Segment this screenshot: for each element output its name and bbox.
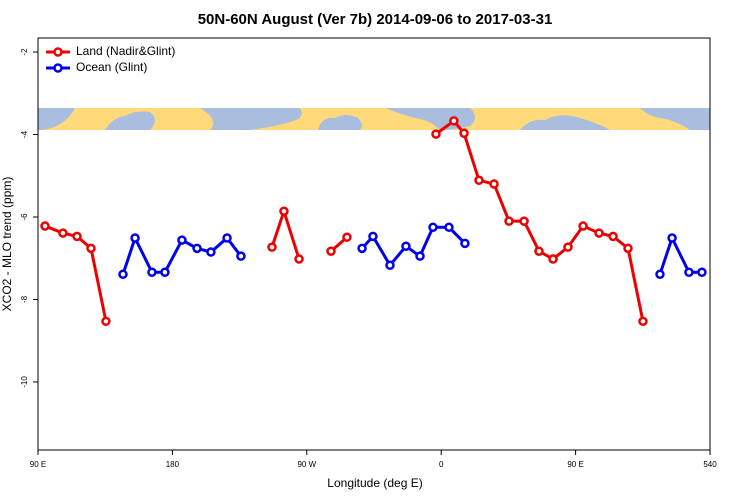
point [594,228,604,238]
map-strip [38,108,710,130]
y-tick-label: -10 [20,376,29,388]
point [697,267,707,278]
x-tick-label: 540 [703,460,717,469]
point [638,316,648,327]
point [326,246,336,256]
point [385,260,395,270]
x-tick-label: 0 [439,460,444,469]
point [474,175,484,186]
point [655,269,665,280]
point [460,238,470,249]
point [72,231,82,242]
x-tick-label: 90 E [30,460,46,469]
point [684,267,694,278]
point [294,254,304,264]
point [177,235,187,245]
point [489,179,499,189]
point [578,221,588,231]
point [130,233,140,243]
point [118,269,128,280]
point [444,222,454,233]
x-axis-label: Longitude (deg E) [327,476,422,490]
y-tick-label: -2 [20,48,29,56]
point [548,254,558,264]
point [623,243,633,254]
point [342,232,352,242]
point [101,316,111,327]
point [222,233,232,243]
point [519,216,529,226]
y-axis-label: XCO2 - MLO trend (ppm) [0,177,14,312]
x-tick-label: 90 W [297,460,316,469]
point [147,267,157,278]
legend-marker [53,63,63,73]
point [608,231,618,242]
legend-marker [53,47,63,57]
point [160,267,170,278]
point [459,128,469,139]
legend-label: Ocean (Glint) [76,60,147,74]
point [192,243,202,254]
chart-title: 50N-60N August (Ver 7b) 2014-09-06 to 20… [198,11,553,28]
point [431,129,441,139]
point [206,247,216,257]
point [449,116,459,126]
point [368,231,378,242]
point [563,242,573,252]
point [58,228,68,238]
point [428,222,438,233]
point [236,251,246,261]
x-tick-label: 180 [166,460,180,469]
x-tick-label: 90 E [567,460,583,469]
point [534,246,544,256]
point [504,216,514,226]
legend-label: Land (Nadir&Glint) [76,44,175,58]
series-line [44,118,645,322]
point [401,241,411,252]
point [279,206,289,216]
point [415,251,425,261]
y-tick-label: -6 [20,213,29,221]
point [667,233,677,243]
plot-frame [37,37,711,451]
point [86,243,96,254]
y-tick-label: -4 [20,130,29,138]
point [40,221,50,231]
point [357,243,367,254]
y-tick-label: -8 [20,295,29,303]
point [267,242,277,252]
